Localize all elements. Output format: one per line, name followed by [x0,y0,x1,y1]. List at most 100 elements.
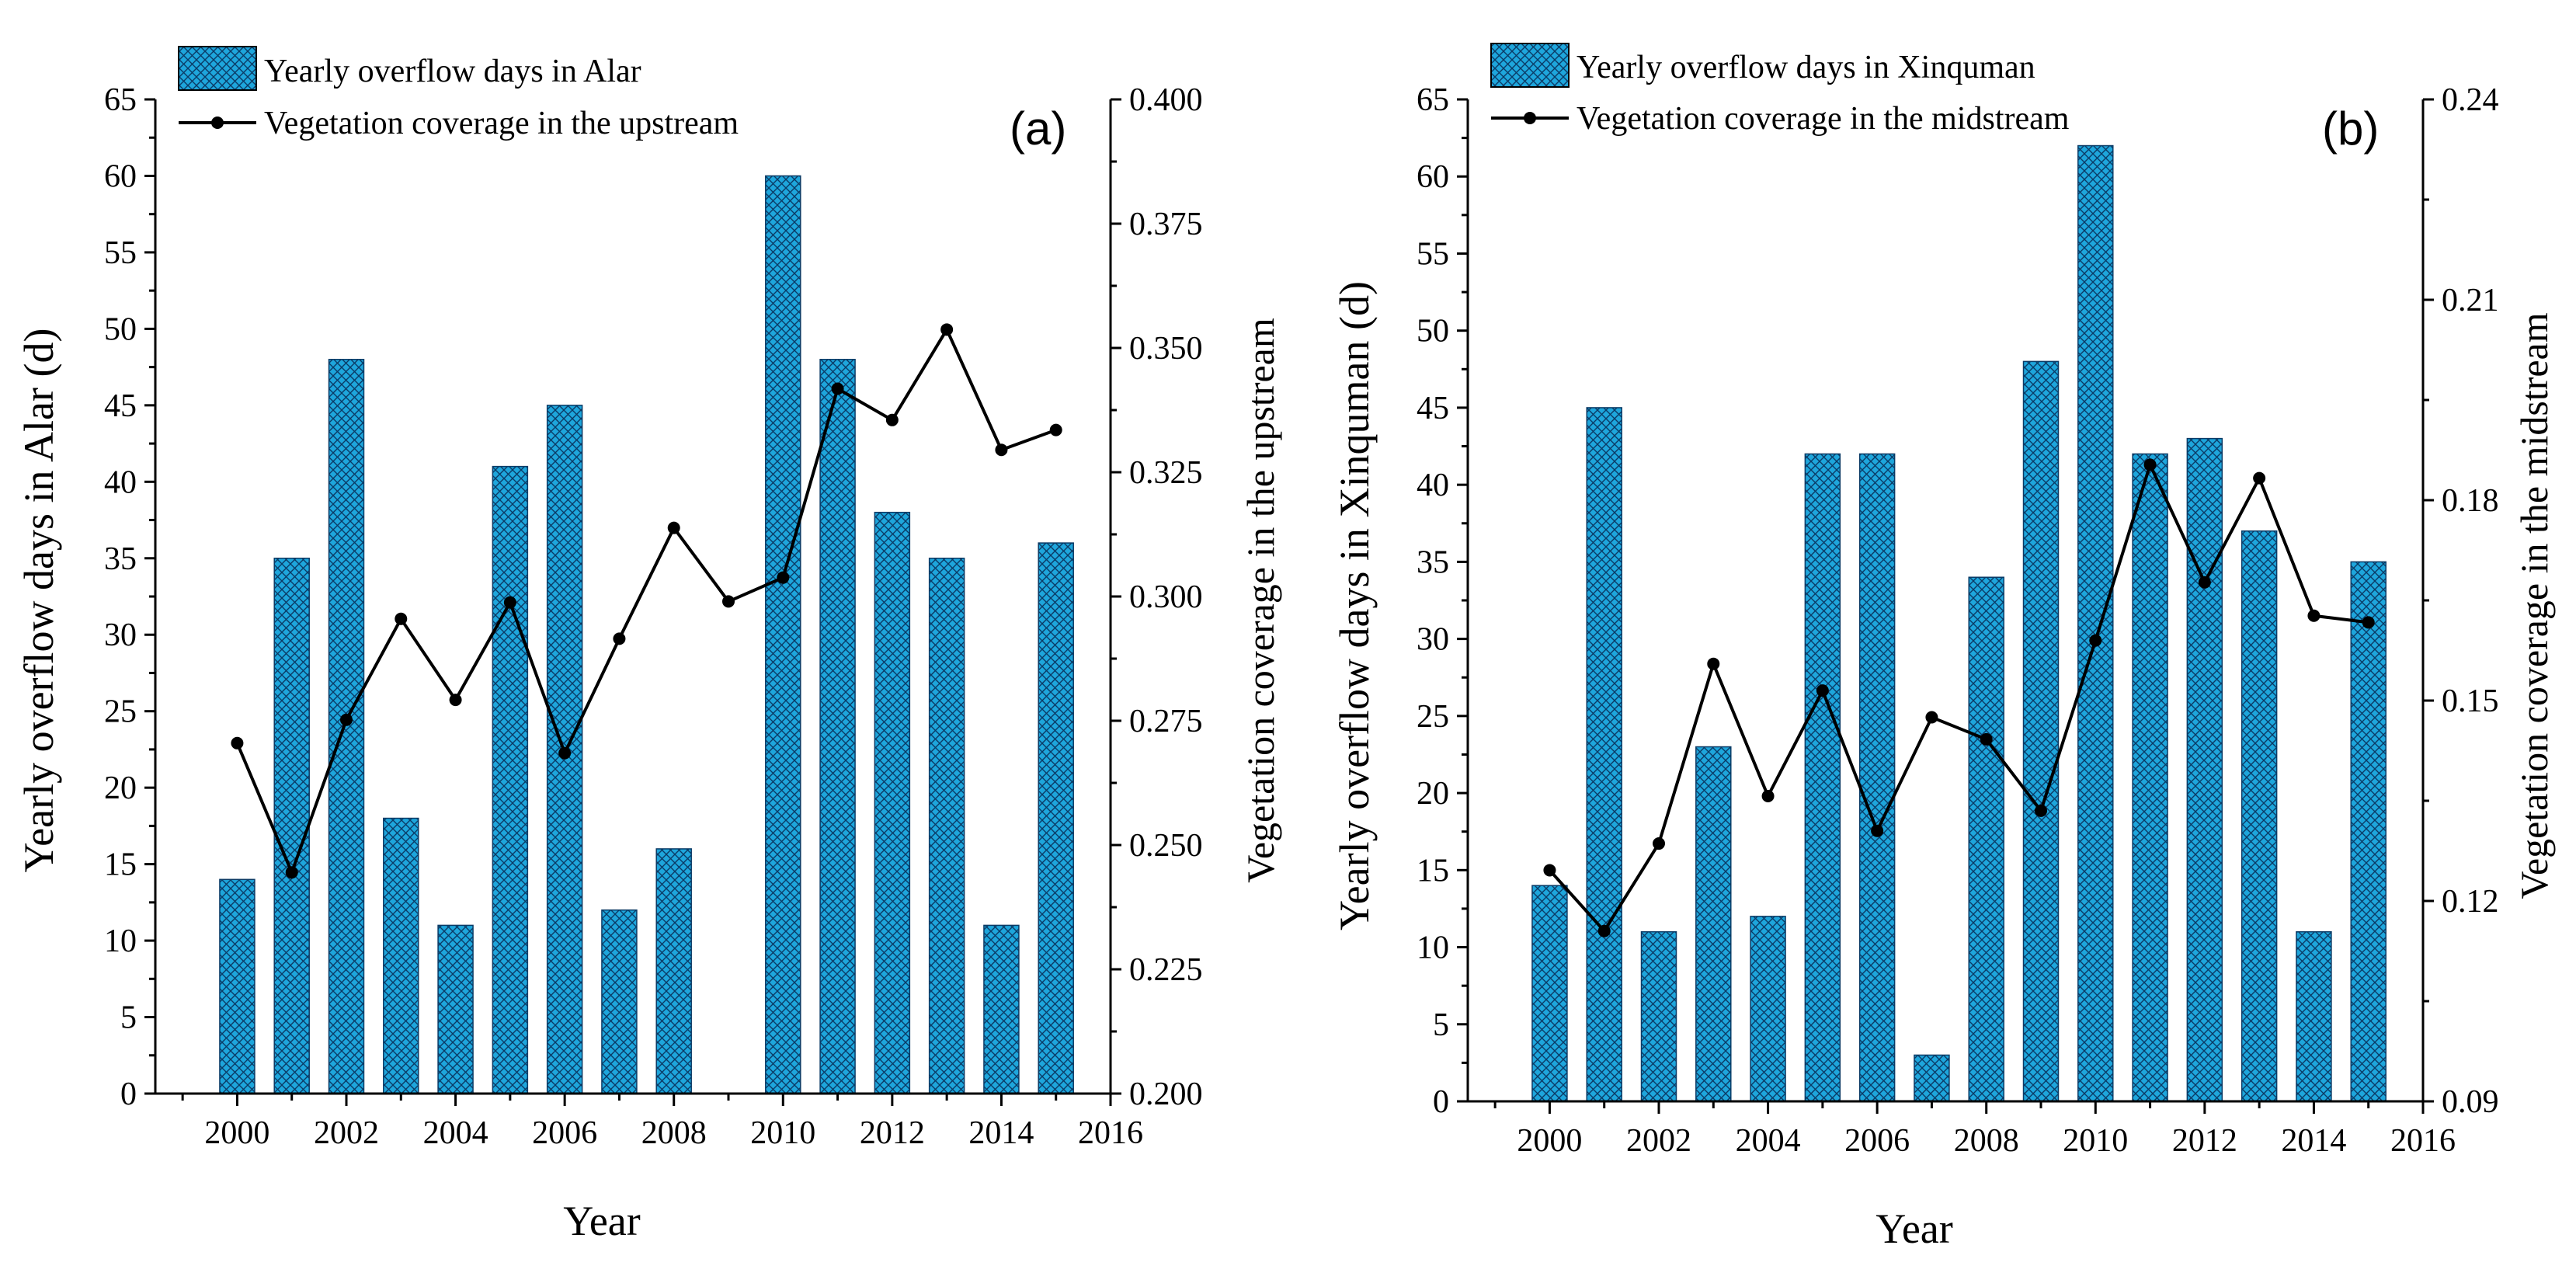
y-tick-label: 40 [104,464,137,500]
coverage-line [235,326,1057,877]
y-left-ticks: 0 5 10 15 20 25 30 35 40 45 50 55 60 65 [104,82,155,1112]
y-tick-label: 5 [1433,1007,1449,1043]
line-point-2014 [995,443,1008,457]
y-right-ticks: 0.200 0.225 0.250 0.275 0.300 0.325 0.350 0.375… [1111,82,1203,1112]
line-point-2007 [613,632,626,645]
line-point-2006 [558,746,572,760]
legend-label-line: Vegetation coverage in the midstream [1577,101,2070,137]
line-point-2004 [1761,789,1775,802]
bar-2000 [219,878,256,1094]
legend-swatch-bar [1490,43,1570,88]
x-tick-label: 2010 [750,1115,815,1151]
y-tick-label: 0 [120,1076,137,1112]
y-tick-label: 35 [104,541,137,577]
panel-label: (b) [2322,103,2379,155]
bar-2012 [2186,437,2223,1102]
y-tick-label: 20 [104,770,137,806]
bar-2003 [1695,746,1732,1102]
y2-tick-label: 0.300 [1129,579,1203,615]
bar-2015 [2350,561,2387,1102]
y2-tick-label: 0.225 [1129,952,1203,988]
bar-2007 [1914,1054,1950,1102]
y-tick-label: 50 [1417,314,1449,350]
line-group [1543,458,2375,937]
y2-tick-label: 0.18 [2442,483,2499,519]
line-point-2015 [1049,423,1062,436]
x-tick-label: 2008 [1954,1123,2019,1159]
line-point-2012 [2198,576,2211,589]
x-tick-label: 2000 [204,1115,269,1151]
bar-2007 [601,909,638,1094]
bar-2004 [1750,916,1786,1102]
x-tick-label: 2010 [2063,1123,2128,1159]
bar-2001 [273,558,310,1094]
y-tick-label: 5 [120,1000,137,1036]
y-tick-label: 25 [104,694,137,730]
legend-swatch-bar [178,46,257,91]
bar-2011 [819,359,856,1094]
x-axis-title: Year [563,1198,641,1244]
y-axis-title-left: Yearly overflow days in Xinquman (d) [1331,281,1378,930]
bar-2002 [328,359,365,1094]
x-tick-label: 2002 [314,1115,379,1151]
x-tick-label: 2006 [1844,1123,1910,1159]
y2-tick-label: 0.250 [1129,828,1203,864]
coverage-line [1548,460,2369,934]
legend: Yearly overflow days in Alar Vegetation … [178,46,739,141]
y2-tick-label: 0.350 [1129,331,1203,367]
line-point-2008 [667,521,680,534]
legend-label-bar: Yearly overflow days in Alar [264,54,641,89]
bar-2010 [2077,144,2114,1102]
x-tick-label: 2000 [1517,1123,1582,1159]
bar-2010 [765,175,801,1094]
y-left-ticks: 0 5 10 15 20 25 30 35 40 45 50 55 60 65 [1417,82,1468,1120]
x-ticks: 2000 2002 2004 2006 2008 2010 2012 2014 2016 [1493,1101,2456,1159]
y-tick-label: 55 [1417,236,1449,272]
line-point-2009 [722,595,735,608]
bar-2006 [1858,453,1896,1102]
bar-2008 [1968,576,2004,1102]
line-point-2002 [1653,837,1665,850]
chart-panel-b: 2000 2002 2004 2006 2008 2010 2012 2014 2016 051… [1331,43,2556,1252]
line-point-2010 [777,571,790,584]
line-point-2011 [2143,458,2157,471]
y-tick-label: 40 [1417,468,1449,503]
bar-2014 [983,924,1020,1094]
y-axis-title-left: Yearly overflow days in Alar (d) [16,329,62,873]
x-tick-label: 2016 [1078,1115,1143,1151]
y-tick-label: 45 [104,388,137,424]
x-tick-label: 2016 [2390,1123,2456,1159]
y-tick-label: 30 [1417,622,1449,658]
y2-tick-label: 0.200 [1129,1076,1203,1112]
y-axis-title-right: Vegetation coverage in the midstream [2512,312,2556,899]
x-tick-label: 2004 [423,1115,488,1151]
line-point-2015 [2362,616,2375,629]
x-tick-label: 2004 [1736,1123,1801,1159]
y2-tick-label: 0.400 [1129,82,1203,118]
y-tick-label: 60 [1417,159,1449,195]
bar-2005 [492,465,529,1094]
y-tick-label: 35 [1417,544,1449,580]
x-tick-label: 2012 [860,1115,925,1151]
y2-tick-label: 0.09 [2442,1084,2499,1120]
line-point-2001 [285,866,298,879]
bars-group [219,175,1074,1094]
line-point-2008 [1980,732,1993,746]
y-tick-label: 50 [104,311,137,347]
y-tick-label: 25 [1417,699,1449,735]
line-group [231,323,1062,879]
legend-swatch-marker [1524,112,1536,124]
line-point-2009 [2035,804,2047,817]
y-axis-title-right: Vegetation coverage in the upstream [1239,318,1282,883]
x-tick-label: 2006 [532,1115,597,1151]
legend: Yearly overflow days in Xinquman Vegetat… [1490,43,2070,137]
y-tick-label: 10 [104,923,137,959]
y2-tick-label: 0.12 [2442,884,2499,920]
bar-2008 [655,848,692,1094]
y-tick-label: 0 [1433,1084,1449,1120]
line-point-2004 [449,694,462,707]
y-tick-label: 45 [1417,391,1449,426]
bar-2000 [1531,885,1568,1102]
line-point-2003 [1707,657,1720,670]
